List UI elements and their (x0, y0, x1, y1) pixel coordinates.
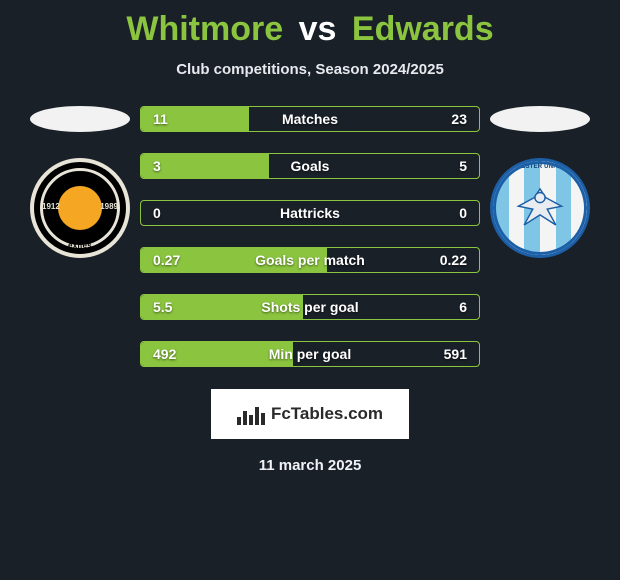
brand-text: FcTables.com (271, 404, 383, 424)
brand-bars-icon (237, 403, 265, 425)
crest-text-bottom: exiles (34, 241, 126, 250)
stat-bar: 0 Hattricks 0 (140, 200, 480, 226)
stat-label: Shots per goal (226, 299, 395, 315)
stat-bar: 0.27 Goals per match 0.22 (140, 247, 480, 273)
title-left-player: Whitmore (126, 10, 283, 48)
left-player-silhouette (30, 106, 130, 132)
content-row: NEWPORT COUNTY AFC 1912 1989 exiles 11 M… (0, 106, 620, 367)
stat-bar: 492 Min per goal 591 (140, 341, 480, 367)
subtitle: Club competitions, Season 2024/2025 (176, 61, 444, 78)
crest-year-right: 1989 (100, 202, 118, 211)
crest-ring (493, 161, 587, 255)
brand-logo-box: FcTables.com (211, 389, 409, 439)
right-club-crest: COLCHESTER UNITED F.C. (490, 158, 590, 258)
right-player-silhouette (490, 106, 590, 132)
stat-label: Goals per match (226, 252, 395, 268)
stat-label: Hattricks (226, 205, 395, 221)
stat-left-value: 492 (141, 346, 226, 362)
stat-left-value: 0.27 (141, 252, 226, 268)
title-right-player: Edwards (352, 10, 494, 48)
stat-left-value: 5.5 (141, 299, 226, 315)
stats-bars: 11 Matches 23 3 Goals 5 0 Hattricks 0 0.… (140, 106, 480, 367)
stat-right-value: 6 (395, 299, 480, 315)
crest-ball-icon (58, 186, 102, 230)
stat-left-value: 3 (141, 158, 226, 174)
stat-right-value: 0 (395, 205, 480, 221)
date-label: 11 march 2025 (259, 457, 362, 474)
stat-right-value: 5 (395, 158, 480, 174)
crest-year-left: 1912 (42, 202, 60, 211)
stat-right-value: 23 (395, 111, 480, 127)
right-side: COLCHESTER UNITED F.C. (480, 106, 600, 258)
left-club-crest: NEWPORT COUNTY AFC 1912 1989 exiles (30, 158, 130, 258)
stat-bar: 11 Matches 23 (140, 106, 480, 132)
title-vs: vs (299, 10, 337, 48)
stat-bar: 3 Goals 5 (140, 153, 480, 179)
stat-label: Goals (226, 158, 395, 174)
stat-right-value: 0.22 (395, 252, 480, 268)
stat-bar: 5.5 Shots per goal 6 (140, 294, 480, 320)
stat-left-value: 11 (141, 111, 226, 127)
stat-label: Min per goal (226, 346, 395, 362)
stat-label: Matches (226, 111, 395, 127)
stat-right-value: 591 (395, 346, 480, 362)
left-side: NEWPORT COUNTY AFC 1912 1989 exiles (20, 106, 140, 258)
comparison-title: Whitmore vs Edwards (126, 10, 493, 49)
stat-left-value: 0 (141, 205, 226, 221)
